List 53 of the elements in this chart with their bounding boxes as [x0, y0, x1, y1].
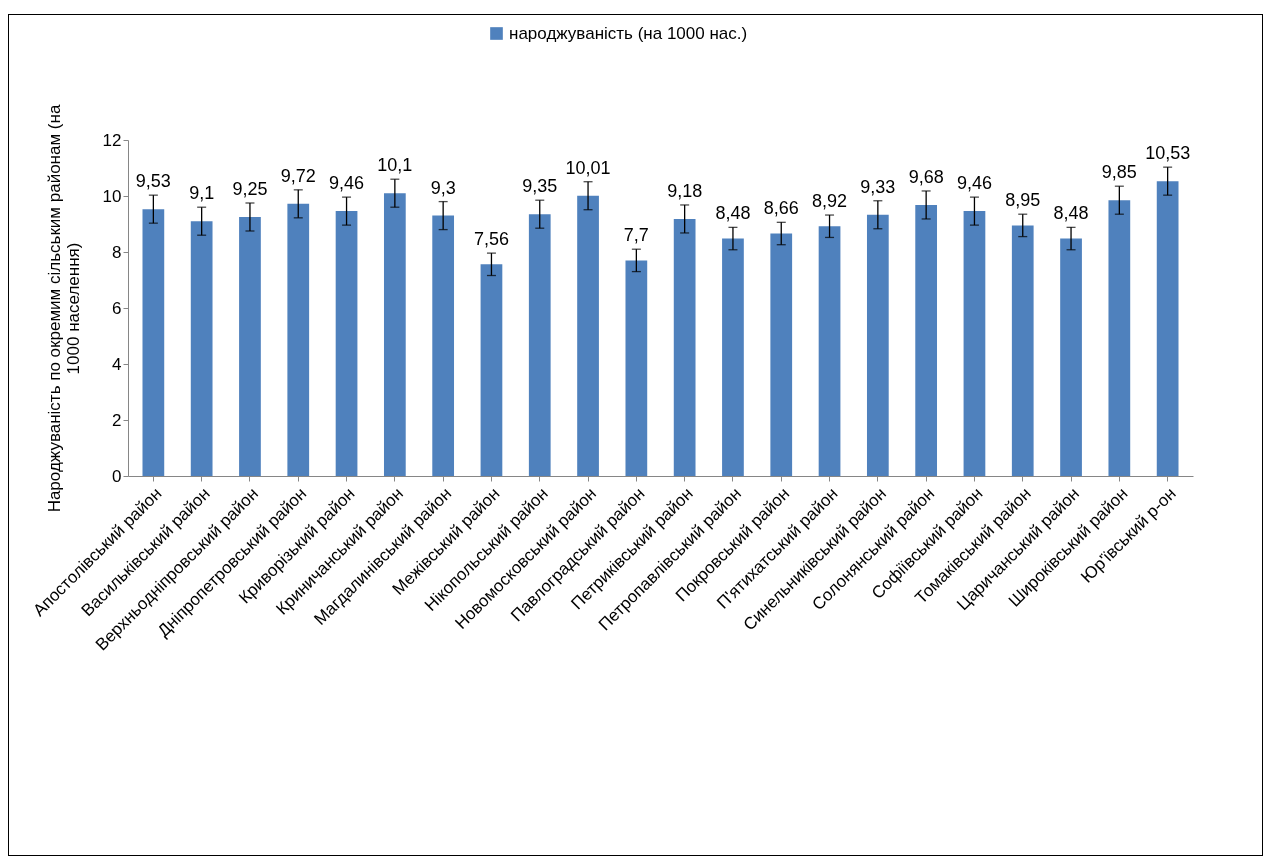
data-label: 8,92	[812, 191, 848, 212]
bar	[1060, 238, 1082, 476]
bar	[528, 214, 551, 476]
y-tick-label: 12	[102, 130, 122, 150]
bar	[625, 260, 648, 476]
bar	[239, 217, 261, 476]
bar	[963, 211, 986, 476]
bar	[673, 218, 696, 476]
bar	[432, 215, 455, 476]
data-label: 10,1	[377, 155, 413, 176]
bar	[915, 204, 938, 476]
bar	[190, 221, 213, 476]
y-tick-label: 6	[112, 298, 122, 318]
data-label: 10,53	[1145, 143, 1191, 164]
data-label: 8,95	[1005, 190, 1041, 211]
bar	[1156, 181, 1179, 476]
bar	[142, 209, 165, 476]
y-tick-label: 0	[112, 466, 122, 486]
data-label: 9,3	[430, 177, 456, 198]
data-label: 9,85	[1101, 162, 1137, 183]
data-label: 7,56	[473, 229, 509, 250]
bar	[335, 211, 358, 476]
bar	[480, 264, 503, 476]
data-label: 9,46	[956, 173, 992, 194]
data-label: 9,53	[135, 171, 171, 192]
y-tick-label: 4	[112, 354, 122, 374]
bar	[818, 226, 841, 476]
y-tick-label: 8	[112, 242, 122, 262]
data-label: 9,25	[232, 179, 268, 199]
data-label: 8,66	[763, 198, 799, 219]
data-label: 9,72	[280, 165, 316, 186]
data-label: 7,7	[623, 225, 649, 246]
data-label: 8,48	[1053, 203, 1089, 224]
data-label: 9,18	[667, 180, 703, 201]
data-label: 9,68	[908, 166, 944, 187]
bar	[1108, 200, 1131, 476]
bar	[287, 203, 310, 476]
data-label: 9,46	[329, 173, 365, 194]
legend-label: народжуваність (на 1000 нас.)	[509, 23, 748, 43]
data-label: 8,48	[715, 203, 751, 224]
data-label: 10,01	[565, 157, 611, 178]
y-tick-label: 2	[112, 410, 122, 430]
y-axis-title: Народжуваність по окремим сільським районам (на 1000 населення)	[44, 104, 83, 513]
bar	[770, 233, 793, 476]
bar	[866, 214, 889, 476]
bar	[722, 238, 744, 476]
bar	[1011, 225, 1034, 476]
bar	[577, 195, 599, 476]
bar	[383, 193, 406, 476]
data-label: 9,35	[522, 176, 558, 197]
data-label: 9,33	[860, 176, 896, 197]
y-tick-label: 10	[102, 186, 122, 206]
data-label: 9,1	[189, 183, 215, 204]
